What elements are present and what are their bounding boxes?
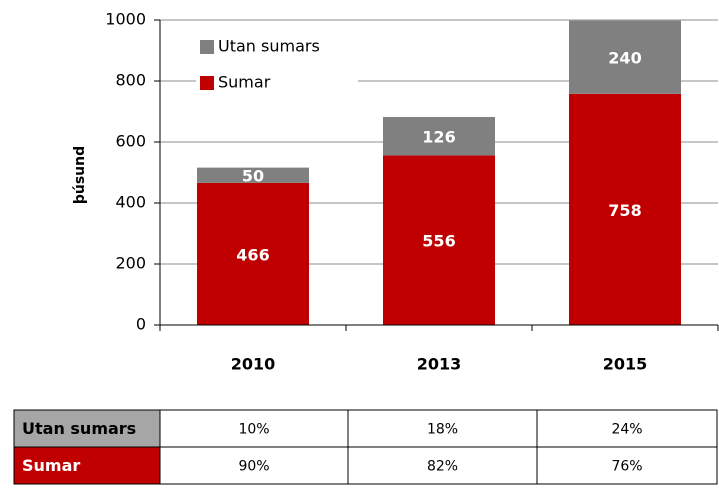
x-tick-label: 2013: [417, 355, 462, 374]
bar-segment: [197, 182, 309, 325]
y-axis-label: þúsund: [72, 146, 88, 204]
x-tick-label: 2010: [231, 355, 276, 374]
table-cell: [536, 409, 718, 448]
y-tick-label: 0: [136, 315, 146, 334]
y-tick-label: 600: [115, 132, 146, 151]
data-label: 50: [242, 167, 264, 186]
table-value: 76%: [611, 459, 642, 475]
table-cell: [347, 446, 538, 485]
data-label: 758: [608, 201, 641, 220]
y-tick-label: 400: [115, 193, 146, 212]
row-header-cell: [13, 409, 161, 448]
row-header: Utan sumars: [22, 419, 136, 438]
y-tick-label: 200: [115, 254, 146, 273]
data-label: 556: [422, 232, 455, 251]
row-header: Sumar: [22, 456, 80, 475]
y-tick-label: 1000: [105, 10, 146, 29]
legend-label: Sumar: [218, 73, 271, 92]
table-value: 10%: [238, 422, 269, 438]
row-header-cell: [13, 446, 161, 485]
y-tick-label: 800: [115, 71, 146, 90]
legend-swatch: [200, 40, 214, 54]
data-label: 466: [236, 245, 269, 264]
table-value: 24%: [611, 422, 642, 438]
x-tick-label: 2015: [603, 355, 648, 374]
table-value: 18%: [427, 422, 458, 438]
data-label: 126: [422, 128, 455, 147]
legend-bg: [196, 32, 358, 102]
legend-label: Utan sumars: [218, 37, 320, 56]
bar-segment: [383, 155, 495, 325]
table-cell: [159, 409, 349, 448]
bar-segment: [569, 93, 681, 325]
table-cell: [536, 446, 718, 485]
table-cell: [159, 446, 349, 485]
bar-segment: [569, 20, 681, 94]
bar-segment: [383, 116, 495, 156]
bar-segment: [197, 167, 309, 183]
data-label: 240: [608, 49, 641, 68]
legend-swatch: [200, 76, 214, 90]
table-value: 90%: [238, 459, 269, 475]
table-value: 82%: [427, 459, 458, 475]
